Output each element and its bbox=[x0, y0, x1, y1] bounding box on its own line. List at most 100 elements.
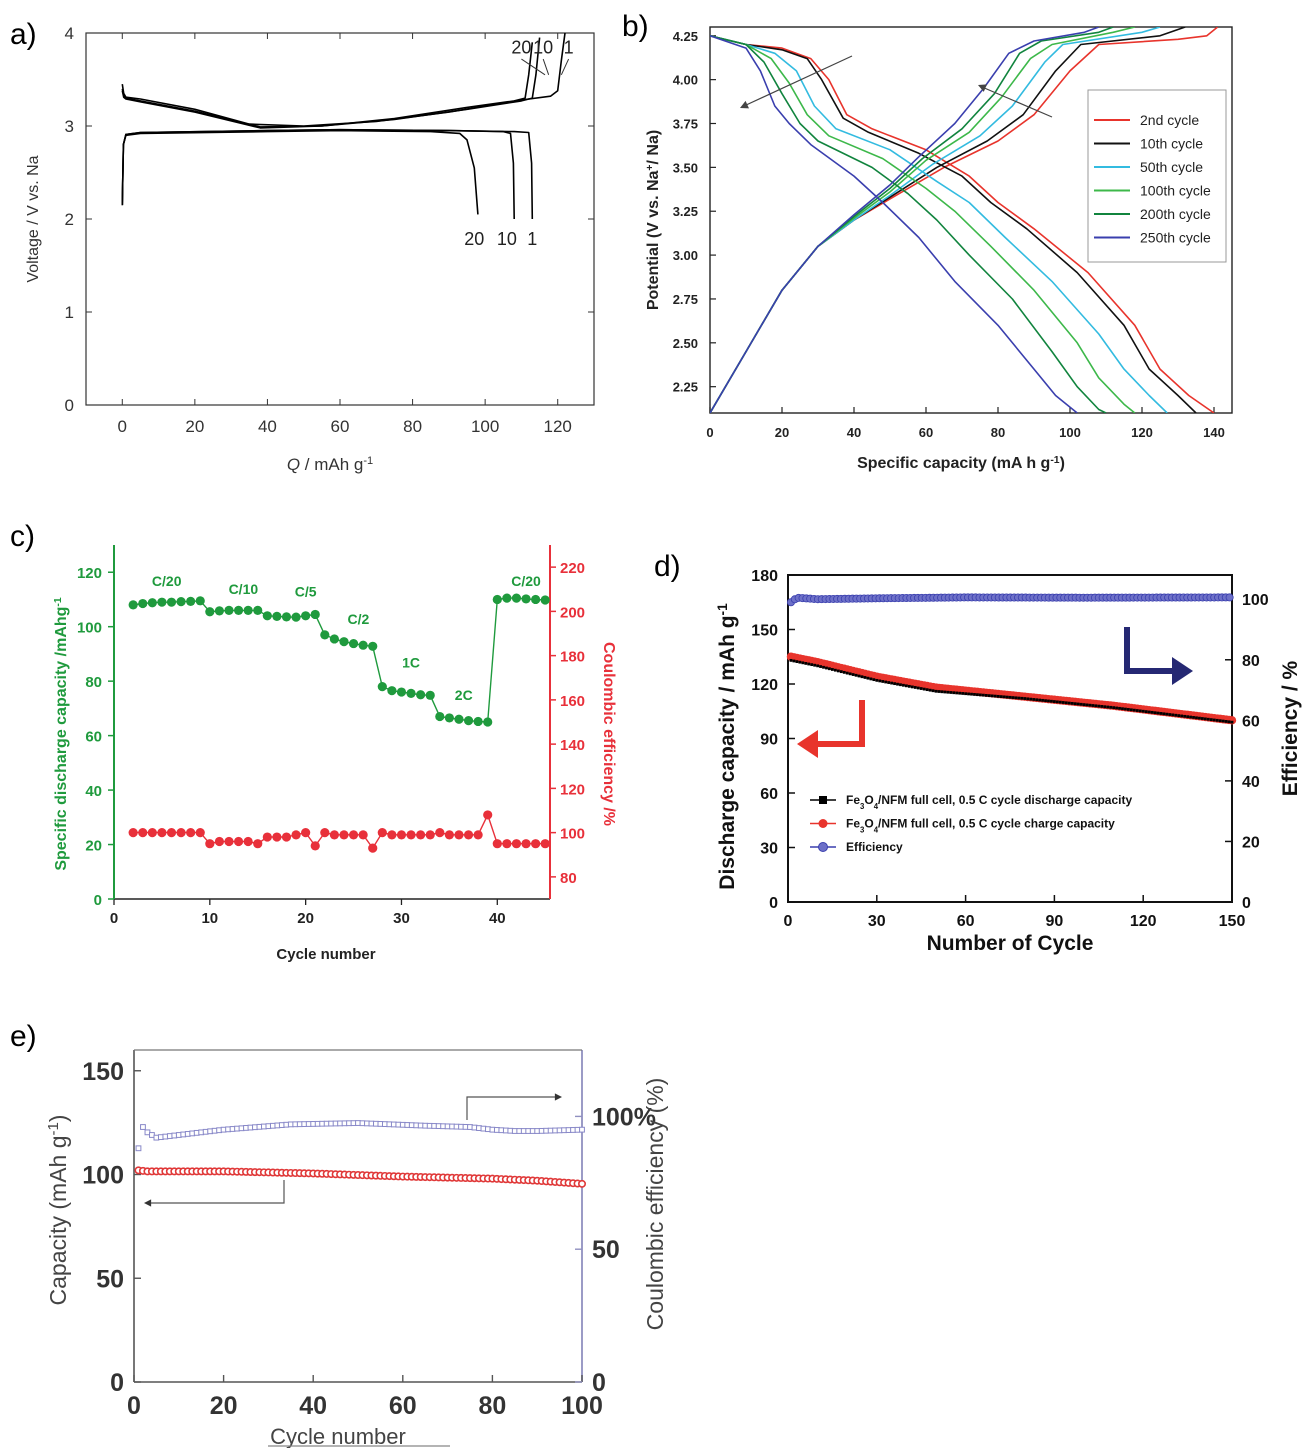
discharge-capacity-point bbox=[964, 692, 967, 696]
x-tick-label: 0 bbox=[706, 425, 713, 440]
discharge-capacity-point bbox=[943, 690, 947, 694]
y-tick-label-left: 180 bbox=[751, 568, 778, 585]
discharge-capacity-point bbox=[833, 668, 837, 672]
legend-label: 50th cycle bbox=[1140, 159, 1203, 175]
y-tick-label-left: 120 bbox=[77, 565, 102, 582]
data-point-right bbox=[492, 839, 502, 849]
label-part: Specific discharge capacity /mAhg bbox=[53, 607, 70, 871]
discharge-capacity-point bbox=[946, 690, 950, 694]
panel-label-2: c) bbox=[10, 520, 35, 553]
y-tick-label-right: 100 bbox=[560, 826, 585, 843]
discharge-capacity-point bbox=[1100, 705, 1104, 708]
y-axis-label: Potential (V vs. Na+/ Na) bbox=[645, 130, 663, 310]
annotation-leader bbox=[560, 58, 570, 76]
x-tick-label: 120 bbox=[1131, 425, 1153, 440]
discharge-capacity-point bbox=[1106, 705, 1110, 709]
rate-label: C/20 bbox=[152, 573, 182, 589]
discharge-capacity-point bbox=[1094, 704, 1098, 708]
y-tick-label-left: 150 bbox=[751, 623, 778, 640]
discharge-capacity-point bbox=[922, 687, 926, 691]
discharge-capacity-point bbox=[952, 691, 956, 695]
discharge-capacity-point bbox=[1023, 697, 1027, 700]
x-tick-label: 20 bbox=[185, 417, 204, 436]
trend-arrow bbox=[981, 86, 1053, 118]
x-tick-label: 0 bbox=[118, 417, 127, 436]
label-part: -1 bbox=[363, 455, 373, 467]
legend-label: Fe3O4/NFM full cell, 0.5 C cycle dischar… bbox=[846, 793, 1132, 811]
label-part: 3 bbox=[860, 825, 865, 834]
x-tick-label: 30 bbox=[868, 913, 886, 930]
y-tick-label-left: 30 bbox=[760, 841, 778, 858]
discharge-capacity-point bbox=[869, 677, 873, 681]
curve-annotation: 1 bbox=[527, 229, 537, 249]
discharge-capacity-point bbox=[822, 665, 825, 669]
annotation-leader bbox=[542, 58, 550, 76]
discharge-capacity-point bbox=[836, 669, 840, 673]
curve-annotation: 1 bbox=[564, 37, 574, 57]
label-part: + bbox=[645, 165, 656, 171]
label-part: -1 bbox=[715, 603, 730, 616]
discharge-capacity-point bbox=[899, 683, 902, 687]
discharge-capacity-point bbox=[987, 694, 991, 698]
x-axis-label: Specific capacity (mA h g-1) bbox=[857, 455, 1065, 473]
chart-c: 0 10 20 30 40 0 20 40 60 80 100 120 80 100 120 140 160 18… bbox=[53, 545, 617, 963]
x-axis-label: Number of Cycle bbox=[927, 932, 1094, 955]
label-part: -1 bbox=[1050, 455, 1059, 466]
data-point-left bbox=[463, 716, 474, 726]
x-tick-label: 80 bbox=[478, 1392, 506, 1420]
y-tick-label-right: 220 bbox=[560, 560, 585, 577]
y-tick-label-left: 80 bbox=[85, 674, 102, 691]
discharge-curve-2 bbox=[710, 35, 1168, 413]
legend-label: 200th cycle bbox=[1140, 206, 1211, 222]
discharge-capacity-point bbox=[1168, 713, 1172, 716]
y-tick-label: 4.00 bbox=[673, 73, 698, 88]
y-tick-label-right: 100% bbox=[592, 1103, 656, 1131]
label-part: Fe bbox=[846, 817, 860, 831]
y-tick-label-right: 50 bbox=[592, 1236, 620, 1264]
discharge-capacity-point bbox=[919, 687, 923, 690]
curve-annotation: 10 bbox=[497, 229, 517, 249]
discharge-capacity-point bbox=[1073, 702, 1077, 706]
curve-a-3 bbox=[121, 32, 566, 127]
discharge-capacity-point bbox=[1144, 710, 1148, 714]
label-part: 3 bbox=[860, 802, 865, 811]
data-point-left bbox=[387, 686, 397, 696]
x-tick-label: 40 bbox=[847, 425, 861, 440]
legend-label: 250th cycle bbox=[1140, 230, 1211, 246]
discharge-capacity-point bbox=[1132, 708, 1136, 712]
y-axis-label-left: Capacity (mAh g-1) bbox=[45, 1115, 72, 1306]
panel-label-0: a) bbox=[10, 18, 37, 51]
x-tick-label: 150 bbox=[1219, 913, 1246, 930]
data-point-right bbox=[176, 828, 186, 838]
label-part: Efficiency bbox=[846, 840, 903, 854]
discharge-capacity-point bbox=[1088, 703, 1092, 707]
charge-curve-3 bbox=[710, 27, 1135, 413]
discharge-capacity-point bbox=[1041, 698, 1044, 702]
x-tick-label: 40 bbox=[489, 910, 506, 927]
data-point-left bbox=[253, 605, 263, 615]
discharge-capacity-point bbox=[842, 670, 846, 674]
discharge-capacity-point bbox=[1091, 704, 1095, 707]
discharge-capacity-point bbox=[863, 676, 867, 679]
rate-label: 2C bbox=[455, 687, 473, 703]
data-point-left bbox=[176, 597, 186, 607]
discharge-capacity-point bbox=[1129, 708, 1133, 712]
chart-b: 0 20 40 60 80 100 120 140 2.25 2.50 2.75 3.00 3.25 3.… bbox=[645, 26, 1233, 473]
data-point-left bbox=[435, 711, 445, 722]
y-tick-label-left: 150 bbox=[82, 1058, 124, 1086]
discharge-capacity-point bbox=[1215, 718, 1219, 722]
data-point-left bbox=[531, 594, 541, 605]
y-tick-label-right: 120 bbox=[560, 781, 585, 798]
capacity-point bbox=[577, 1179, 586, 1188]
data-point-right bbox=[444, 830, 454, 840]
x-tick-label: 20 bbox=[775, 425, 789, 440]
legend-label: Fe3O4/NFM full cell, 0.5 C cycle charge … bbox=[846, 817, 1115, 835]
y-tick-label: 2.50 bbox=[673, 336, 698, 351]
y-tick-label: 1 bbox=[65, 303, 74, 322]
plot-frame bbox=[709, 26, 1233, 414]
discharge-capacity-point bbox=[807, 662, 811, 666]
discharge-capacity-point bbox=[1177, 714, 1181, 718]
discharge-capacity-point bbox=[973, 693, 976, 696]
label-part: 4 bbox=[874, 802, 879, 811]
